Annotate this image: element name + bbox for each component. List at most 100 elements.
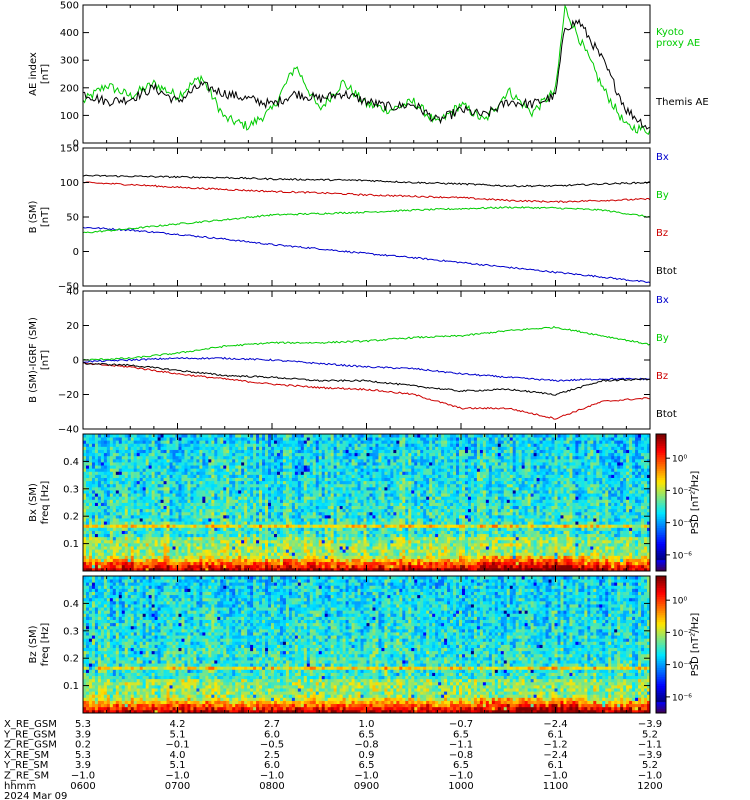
- spectrogram-cell: [303, 483, 308, 488]
- spectrogram-cell: [88, 446, 93, 450]
- spectrogram-cell: [214, 561, 218, 566]
- spectrogram-cell: [205, 468, 209, 472]
- spectrogram-cell: [318, 561, 323, 566]
- spectrogram-cell: [288, 455, 293, 460]
- spectrogram-cell: [106, 486, 111, 491]
- spectrogram-cell: [139, 446, 144, 450]
- spectrogram-cell: [315, 477, 320, 482]
- spectrogram-cell: [202, 474, 206, 478]
- spectrogram-cell: [85, 440, 90, 444]
- spectrogram-cell: [271, 480, 275, 485]
- spectrogram-cell: [339, 511, 344, 516]
- spectrogram-cell: [148, 486, 153, 491]
- spectrogram-cell: [133, 508, 138, 513]
- spectrogram-cell: [268, 518, 272, 522]
- spectrogram-cell: [172, 480, 176, 485]
- spectrogram-cell: [288, 527, 293, 531]
- spectrogram-cell: [259, 511, 263, 516]
- spectrogram-cell: [139, 477, 144, 482]
- spectrogram-cell: [121, 499, 126, 503]
- spectrogram-cell: [369, 536, 373, 541]
- spectrogram-cell: [151, 480, 156, 485]
- spectrogram-cell: [318, 490, 323, 494]
- spectrogram-cell: [148, 549, 153, 553]
- spectrogram-cell: [229, 437, 233, 441]
- spectrogram-cell: [244, 552, 248, 556]
- spectrogram-cell: [393, 511, 397, 516]
- spectrogram-cell: [339, 490, 344, 494]
- spectrogram-cell: [148, 561, 153, 566]
- spectrogram-cell: [288, 505, 293, 510]
- spectrogram-cell: [115, 558, 120, 563]
- spectrogram-cell: [172, 552, 176, 556]
- spectrogram-cell: [241, 480, 245, 485]
- spectrogram-cell: [363, 533, 367, 538]
- spectrogram-cell: [175, 468, 179, 472]
- spectrogram-cell: [276, 546, 281, 550]
- spectrogram-cell: [247, 483, 251, 488]
- spectrogram-cell: [184, 483, 188, 488]
- spectrogram-cell: [351, 536, 355, 541]
- spectrogram-cell: [109, 561, 114, 566]
- spectrogram-cell: [390, 480, 394, 485]
- spectrogram-cell: [333, 434, 338, 438]
- spectrogram-cell: [109, 539, 114, 544]
- spectrogram-cell: [229, 521, 233, 525]
- spectrogram-cell: [211, 483, 215, 488]
- spectrogram-cell: [190, 480, 194, 485]
- spectrogram-cell: [276, 443, 281, 447]
- spectrogram-cell: [363, 465, 367, 469]
- spectrogram-cell: [378, 508, 382, 513]
- spectrogram-cell: [163, 514, 167, 519]
- spectrogram-cell: [196, 490, 200, 494]
- spectrogram-cell: [199, 452, 203, 457]
- spectrogram-cell: [217, 502, 221, 507]
- spectrogram-cell: [306, 486, 311, 491]
- spectrogram-cell: [163, 564, 167, 569]
- spectrogram-cell: [145, 477, 150, 482]
- spectrogram-cell: [303, 449, 308, 454]
- spectrogram-cell: [351, 533, 355, 538]
- spectrogram-cell: [175, 458, 179, 463]
- spectrogram-cell: [390, 465, 394, 469]
- spectrogram-cell: [318, 539, 323, 544]
- spectrogram-cell: [223, 474, 227, 478]
- spectrogram-cell: [357, 536, 361, 541]
- spectrogram-cell: [250, 552, 254, 556]
- spectrogram-cell: [297, 555, 302, 559]
- spectrogram-cell: [381, 458, 385, 463]
- spectrogram-cell: [247, 518, 251, 522]
- spectrogram-cell: [166, 455, 170, 460]
- spectrogram-cell: [402, 458, 406, 463]
- spectrogram-cell: [297, 496, 302, 500]
- spectrogram-cell: [250, 561, 254, 566]
- spectrogram-cell: [354, 527, 358, 531]
- spectrogram-cell: [342, 561, 347, 566]
- spectrogram-cell: [285, 437, 290, 441]
- spectrogram-cell: [154, 567, 158, 572]
- spectrogram-cell: [166, 530, 170, 535]
- spectrogram-cell: [324, 474, 329, 478]
- spectrogram-cell: [169, 558, 173, 563]
- spectrogram-cell: [282, 546, 287, 550]
- spectrogram-cell: [196, 462, 200, 466]
- spectrogram-cell: [169, 549, 173, 553]
- spectrogram-cell: [282, 505, 287, 510]
- spectrogram-cell: [232, 527, 236, 531]
- spectrogram-cell: [312, 468, 317, 472]
- spectrogram-cell: [151, 508, 156, 513]
- spectrogram-cell: [130, 468, 135, 472]
- spectrogram-cell: [106, 552, 111, 556]
- spectrogram-cell: [381, 542, 385, 547]
- spectrogram-cell: [321, 527, 326, 531]
- spectrogram-cell: [354, 440, 358, 444]
- spectrogram-cell: [193, 527, 197, 531]
- spectrogram-cell: [178, 434, 182, 438]
- spectrogram-cell: [127, 434, 132, 438]
- spectrogram-cell: [157, 502, 161, 507]
- spectrogram-cell: [184, 546, 188, 550]
- spectrogram-cell: [208, 511, 212, 516]
- spectrogram-cell: [211, 499, 215, 503]
- spectrogram-cell: [124, 546, 129, 550]
- spectrogram-cell: [366, 558, 370, 563]
